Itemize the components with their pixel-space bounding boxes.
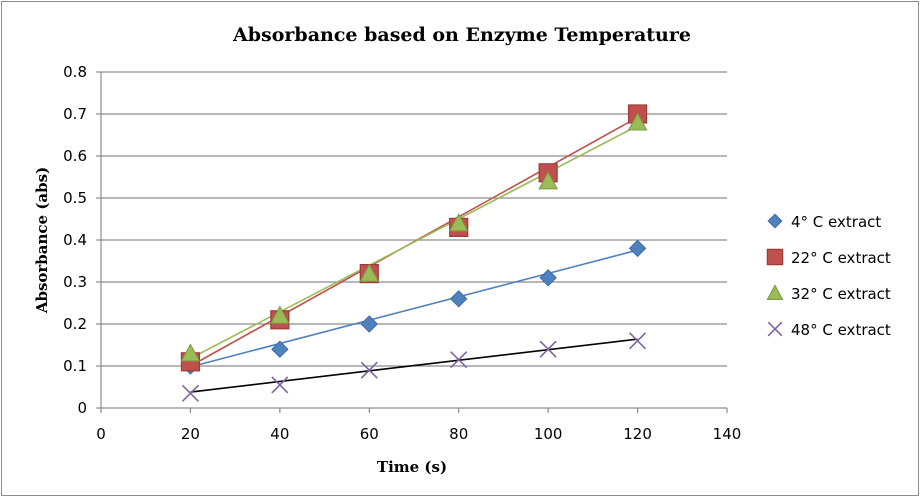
data-point-series-4 — [360, 361, 378, 379]
marker-x-stroke — [181, 384, 199, 402]
trendline-series-1 — [190, 249, 638, 368]
data-point-series-1 — [360, 315, 378, 333]
data-markers — [180, 104, 648, 402]
data-point-series-4 — [181, 384, 199, 402]
axes: 0 0.1 0.2 0.3 0.4 0.5 0.6 0.7 0.8 0 20 40 60 80 100 120… — [63, 63, 741, 443]
data-point-series-1 — [271, 340, 289, 358]
legend-label-3: 32° C extract — [791, 285, 891, 303]
y-tick-label: 0.1 — [63, 357, 87, 375]
y-tick-label: 0.8 — [63, 63, 87, 81]
data-point-series-3 — [359, 263, 380, 282]
marker-x-stroke — [360, 361, 378, 379]
data-point-series-3 — [538, 171, 558, 190]
data-point-series-4 — [629, 332, 647, 350]
data-point-series-1 — [450, 290, 468, 308]
data-point-series-4 — [539, 340, 557, 358]
data-point-series-4 — [271, 376, 289, 394]
data-point-series-3 — [448, 213, 469, 232]
y-tick-label: 0.2 — [63, 315, 87, 333]
trendlines — [190, 116, 638, 393]
x-tick-label: 100 — [534, 425, 563, 443]
chart-title: Absorbance based on Enzyme Temperature — [232, 24, 691, 46]
legend-marker-3 — [766, 284, 784, 301]
x-tick-label: 60 — [360, 425, 379, 443]
marker-x-stroke — [767, 321, 783, 337]
legend-marker-4 — [767, 321, 783, 337]
x-tick-label: 120 — [623, 425, 652, 443]
marker-x-stroke — [271, 376, 289, 394]
data-point-series-3 — [627, 112, 648, 131]
y-tick-label: 0.3 — [63, 273, 87, 291]
x-tick-label: 40 — [270, 425, 289, 443]
legend-label-1: 4° C extract — [791, 213, 881, 231]
data-point-series-1 — [628, 239, 647, 258]
marker-x-stroke — [539, 340, 557, 358]
legend-label-4: 48° C extract — [791, 321, 891, 339]
trendline-series-4 — [190, 338, 638, 393]
legend-marker-1 — [767, 213, 783, 229]
trendline-series-3 — [190, 125, 638, 360]
legend-label-2: 22° C extract — [791, 249, 891, 267]
data-point-series-4 — [450, 351, 468, 369]
y-axis-title: Absorbance (abs) — [33, 167, 51, 314]
data-point-series-3 — [180, 343, 201, 362]
legend: 4° C extract 22° C extract 32° C extract 48… — [766, 213, 891, 339]
gridlines — [101, 71, 727, 367]
x-tick-label: 0 — [96, 425, 106, 443]
x-tick-label: 140 — [713, 425, 742, 443]
data-point-series-1 — [539, 269, 557, 287]
y-tick-label: 0.5 — [63, 189, 87, 207]
marker-x-stroke — [450, 351, 468, 369]
y-tick-label: 0.7 — [63, 105, 87, 123]
x-tick-label: 20 — [181, 425, 200, 443]
x-axis-title: Time (s) — [377, 458, 447, 476]
y-tick-label: 0.4 — [63, 231, 87, 249]
legend-marker-2 — [766, 248, 784, 266]
data-point-series-3 — [270, 305, 290, 324]
marker-x-stroke — [629, 332, 647, 350]
y-tick-label: 0 — [77, 399, 87, 417]
y-tick-label: 0.6 — [63, 147, 87, 165]
x-tick-label: 80 — [449, 425, 468, 443]
